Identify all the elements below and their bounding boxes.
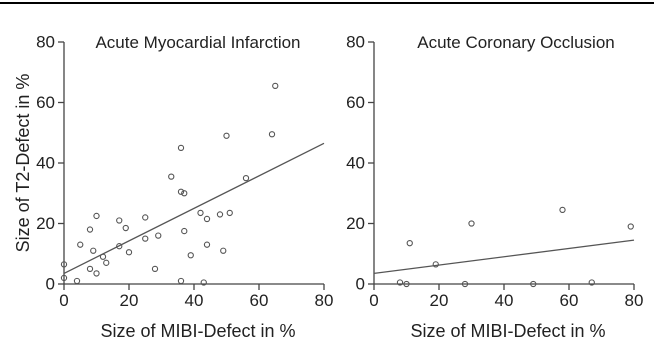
x-tick-label: 60 — [250, 291, 269, 310]
x-tick-label: 40 — [495, 291, 514, 310]
x-axis-label: Size of MIBI-Defect in % — [410, 321, 605, 341]
data-point — [220, 247, 227, 254]
data-point — [226, 209, 233, 217]
y-tick-label: 80 — [346, 33, 365, 52]
data-point — [168, 173, 175, 180]
x-tick-label: 0 — [369, 291, 378, 310]
data-point — [203, 215, 211, 223]
data-point — [588, 279, 595, 286]
data-point — [77, 241, 84, 248]
y-axis-label: Size of T2-Defect in % — [13, 74, 33, 253]
data-point — [122, 224, 129, 232]
data-point — [432, 261, 439, 268]
data-point — [200, 279, 207, 286]
data-point — [86, 226, 94, 233]
data-point — [203, 241, 211, 248]
data-point — [396, 279, 404, 286]
data-point — [627, 223, 634, 230]
data-point — [187, 252, 194, 259]
x-tick-label: 0 — [59, 291, 68, 310]
y-tick-label: 40 — [36, 154, 55, 173]
data-point — [142, 214, 149, 221]
data-point — [116, 243, 123, 250]
data-point — [155, 232, 162, 239]
y-tick-label: 0 — [356, 275, 365, 294]
data-point — [99, 253, 107, 260]
x-axis-label: Size of MIBI-Defect in % — [100, 321, 295, 341]
chart-panel-occlusion: Acute Coronary Occlusion Size of MIBI-De… — [346, 33, 643, 341]
y-tick-label: 20 — [36, 214, 55, 233]
data-point — [103, 259, 110, 266]
data-point — [177, 144, 185, 152]
data-point — [242, 174, 250, 182]
top-rule — [0, 2, 654, 4]
x-tick-label: 40 — [185, 291, 204, 310]
data-point — [272, 82, 279, 90]
data-point — [181, 227, 188, 235]
data-point — [406, 240, 413, 247]
x-tick-label: 20 — [430, 291, 449, 310]
x-tick-label: 20 — [120, 291, 139, 310]
x-tick-label: 60 — [560, 291, 579, 310]
y-tick-label: 20 — [346, 214, 365, 233]
data-point — [151, 265, 159, 273]
data-point — [268, 131, 276, 138]
data-point — [468, 220, 475, 227]
data-point — [223, 132, 230, 139]
y-tick-label: 60 — [36, 93, 55, 112]
data-point — [197, 209, 204, 217]
x-tick-label: 80 — [625, 291, 644, 310]
data-point — [530, 280, 537, 288]
data-point — [461, 280, 469, 288]
y-tick-label: 80 — [36, 33, 55, 52]
y-tick-label: 60 — [346, 93, 365, 112]
data-point — [93, 212, 100, 220]
data-point — [177, 188, 185, 195]
chart-title: Acute Coronary Occlusion — [417, 33, 614, 52]
x-tick-label: 80 — [315, 291, 334, 310]
y-tick-label: 0 — [46, 275, 55, 294]
data-point — [73, 277, 81, 285]
regression-line — [63, 142, 325, 274]
data-point — [403, 280, 410, 288]
data-point — [559, 206, 566, 214]
data-point — [60, 274, 68, 282]
regression-line — [373, 239, 635, 275]
chart-title: Acute Myocardial Infarction — [95, 33, 300, 52]
y-tick-label: 40 — [346, 154, 365, 173]
data-point — [177, 277, 185, 285]
data-point — [93, 270, 100, 277]
data-point — [90, 247, 97, 254]
chart-panel-infarction: Acute Myocardial Infarction Size of MIBI… — [13, 33, 333, 341]
data-point — [116, 217, 123, 224]
data-point — [142, 235, 149, 242]
data-point — [181, 190, 188, 197]
data-point — [125, 249, 133, 256]
data-point — [86, 265, 94, 273]
data-point — [216, 211, 224, 218]
data-point — [60, 261, 68, 268]
